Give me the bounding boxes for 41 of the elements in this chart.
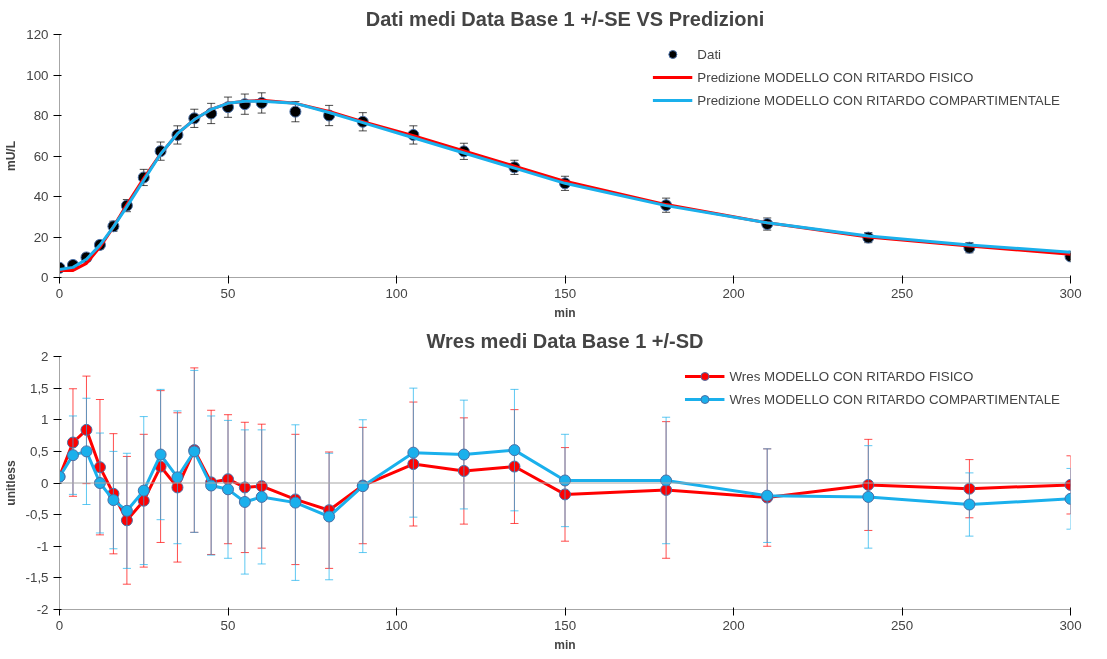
chart-title: Dati medi Data Base 1 +/-SE VS Predizioni <box>365 7 765 30</box>
y-axis-title: unitless <box>3 460 18 506</box>
chart-title: Wres medi Data Base 1 +/-SD <box>426 329 704 352</box>
x-tick-label: 0 <box>55 617 64 633</box>
y-tick-label: -2 <box>36 602 49 617</box>
y-tick-label: 0,5 <box>29 443 49 459</box>
legend-label: Wres MODELLO CON RITARDO FISICO <box>729 368 975 384</box>
legend-label: Predizione MODELLO CON RITARDO COMPARTIMENTALE <box>697 92 1060 108</box>
x-axis-title: min <box>554 637 576 652</box>
y-tick-label: 40 <box>33 189 49 204</box>
y-tick-label: 60 <box>33 148 49 164</box>
y-tick-label: 0 <box>41 270 49 285</box>
legend-label: Wres MODELLO CON RITARDO COMPARTIMENTALE <box>729 391 1060 407</box>
x-tick-label: 150 <box>553 617 577 633</box>
y-tick-label: 1 <box>41 412 49 428</box>
y-tick-label: 1,5 <box>29 380 49 396</box>
x-tick-label: 250 <box>890 285 914 301</box>
y-tick-label: 120 <box>26 27 49 42</box>
y-axis-title: mU/L <box>4 141 19 171</box>
y-tick-label: -0,5 <box>25 507 49 523</box>
x-tick-label: 200 <box>722 285 745 301</box>
x-tick-label: 50 <box>220 285 236 301</box>
y-tick-label: -1 <box>36 538 49 554</box>
x-axis-title: min <box>554 305 576 320</box>
x-tick-label: 250 <box>890 617 914 633</box>
y-tick-label: 100 <box>26 67 49 83</box>
y-tick-label: 2 <box>41 349 49 364</box>
x-tick-label: 100 <box>385 617 408 633</box>
x-tick-label: 0 <box>55 285 64 301</box>
legend-label: Dati <box>697 46 723 62</box>
y-tick-label: -1,5 <box>25 570 49 586</box>
x-tick-label: 150 <box>553 285 577 301</box>
x-tick-label: 50 <box>220 617 236 633</box>
x-tick-label: 300 <box>1059 285 1082 301</box>
y-tick-label: 20 <box>33 229 49 245</box>
x-tick-label: 300 <box>1059 617 1082 633</box>
legend-label: Predizione MODELLO CON RITARDO FISICO <box>697 69 974 85</box>
y-tick-label: 80 <box>33 108 49 123</box>
x-tick-label: 100 <box>385 285 408 301</box>
x-tick-label: 200 <box>722 617 745 633</box>
y-tick-label: 0 <box>41 475 49 491</box>
